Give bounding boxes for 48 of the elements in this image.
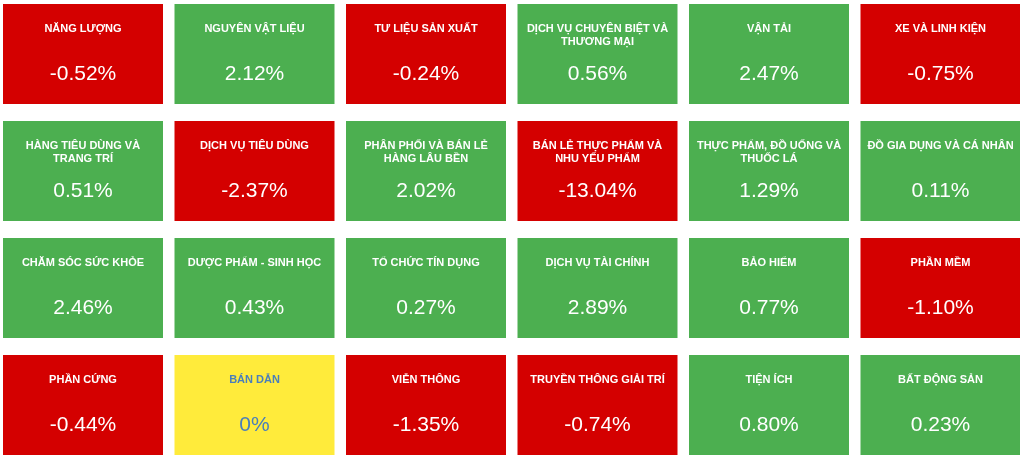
category-label: NĂNG LƯỢNG	[44, 22, 122, 35]
data-label: 0.43%	[224, 295, 285, 318]
category-label: PHÂN PHỐI VÀ BÁN LẺ HÀNG LÂU BỀN	[364, 138, 488, 164]
category-label: HÀNG TIÊU DÙNG VÀ TRANG TRÍ	[25, 139, 141, 164]
data-label: 2.89%	[567, 295, 628, 318]
category-label: NGUYÊN VẬT LIỆU	[204, 22, 305, 35]
category-label: DƯỢC PHẨM - SINH HỌC	[187, 256, 322, 269]
category-label: DỊCH VỤ CHUYÊN BIỆT VÀ THƯƠNG MẠI	[526, 22, 669, 48]
data-label: 2.12%	[224, 61, 285, 84]
data-label: 0.80%	[739, 412, 799, 435]
data-label: 0%	[239, 412, 270, 435]
category-label: XE VÀ LINH KIỆN	[894, 22, 987, 35]
category-label: TRUYỀN THÔNG GIẢI TRÍ	[530, 373, 666, 385]
data-label: -0.24%	[392, 61, 460, 84]
category-label: VIỄN THÔNG	[391, 373, 461, 385]
category-label: TIỆN ÍCH	[745, 373, 793, 386]
category-label: DỊCH VỤ TÀI CHÍNH	[545, 256, 650, 269]
category-label: ĐỒ GIA DỤNG VÀ CÁ NHÂN	[867, 139, 1014, 152]
data-label: 0.23%	[910, 412, 971, 435]
category-label: DỊCH VỤ TIÊU DÙNG	[200, 139, 309, 152]
category-label: THỰC PHẨM, ĐỒ UỐNG VÀ THUỐC LÁ	[696, 138, 842, 164]
category-label: TỔ CHỨC TÍN DỤNG	[372, 256, 480, 269]
data-label: 0.56%	[567, 61, 628, 84]
data-label: 0.51%	[53, 178, 113, 201]
data-label: -0.74%	[564, 412, 631, 435]
category-label: PHẦN CỨNG	[49, 373, 117, 385]
category-label: CHĂM SÓC SỨC KHỎE	[21, 256, 145, 268]
data-label: 0.27%	[396, 295, 456, 318]
data-label: -0.75%	[907, 61, 974, 84]
data-label: 0.77%	[739, 295, 799, 318]
data-label: -1.35%	[392, 412, 460, 435]
data-label: 0.11%	[911, 178, 970, 201]
data-label: -13.04%	[558, 178, 637, 201]
data-label: -2.37%	[221, 178, 288, 201]
category-label: VẬN TẢI	[747, 22, 791, 35]
data-label: -0.52%	[49, 61, 117, 84]
data-label: -1.10%	[907, 295, 974, 318]
category-label: BÁN DẪN	[229, 373, 280, 385]
category-label: BÁN LẺ THỰC PHẨM VÀ NHU YẾU PHẨM	[532, 139, 663, 164]
category-label: TƯ LIỆU SẢN XUẤT	[374, 22, 478, 35]
category-label: PHẦN MỀM	[910, 256, 971, 268]
category-label: BẢO HIỂM	[741, 256, 797, 268]
data-label: 2.02%	[396, 178, 456, 201]
data-label: 1.29%	[739, 178, 799, 201]
data-label: 2.47%	[739, 61, 799, 84]
data-label: 2.46%	[53, 295, 113, 318]
category-label: BẤT ĐỘNG SẢN	[898, 373, 984, 386]
data-label: -0.44%	[49, 412, 117, 435]
